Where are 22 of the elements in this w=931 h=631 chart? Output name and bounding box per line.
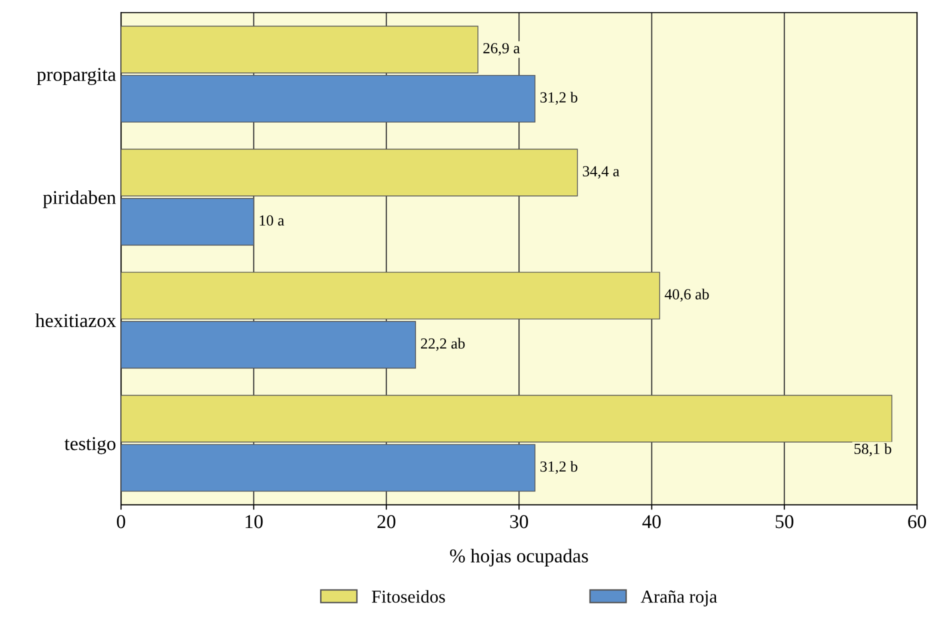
x-tick-label: 50 (776, 515, 794, 528)
data-label: 26,9 a (483, 43, 520, 56)
data-label: 58,1 b (854, 443, 892, 456)
data-label: 40,6 ab (664, 288, 709, 302)
y-tick-label: piridaben (43, 190, 116, 208)
y-tick-label: hexitiazox (35, 313, 116, 328)
data-label: 34,4 a (582, 166, 620, 179)
x-tick-label: 60 (908, 515, 926, 528)
y-tick-label: propargita (36, 68, 116, 86)
data-label: 31,2 b (540, 460, 578, 474)
data-label: 22,2 ab (421, 338, 465, 351)
x-tick-label: 0 (116, 515, 126, 528)
x-tick-label: 10 (246, 515, 263, 528)
data-label: 31,2 b (540, 92, 578, 105)
legend-label: Fitoseidos (372, 590, 445, 603)
x-tick-label: 40 (642, 515, 661, 528)
legend-label: Araña roja (640, 590, 718, 606)
x-axis-title: % hojas ocupadas (450, 548, 588, 566)
x-tick-label: 20 (377, 515, 396, 528)
data-label: 10 a (260, 215, 284, 226)
x-tick-label: 30 (510, 515, 528, 528)
y-tick-label: testigo (64, 437, 116, 454)
